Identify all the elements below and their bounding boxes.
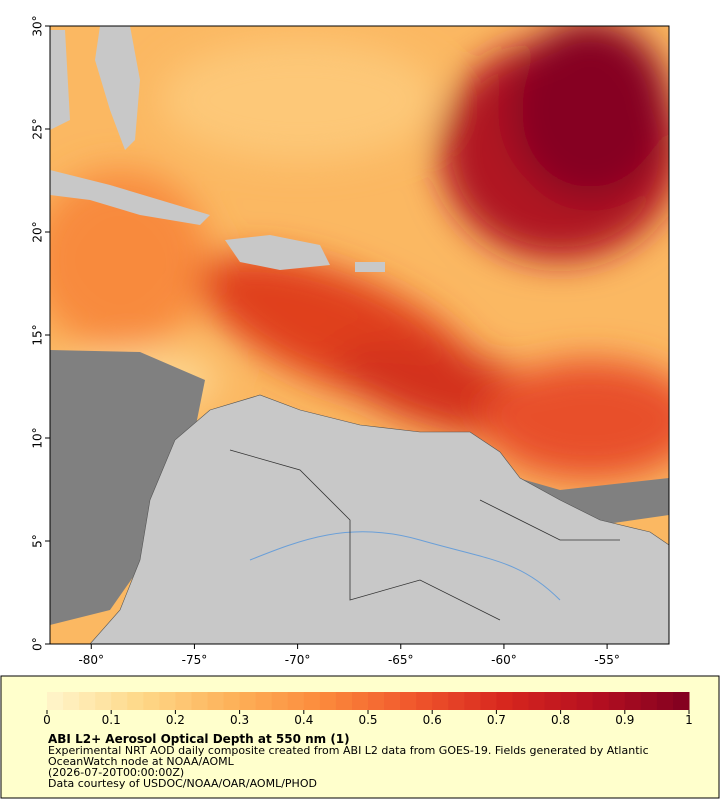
x-tick-label: -75°: [182, 653, 208, 667]
colorbar-cell: [159, 692, 176, 710]
colorbar-tick-label: 1: [685, 713, 693, 727]
y-tick-label: 10°: [31, 427, 45, 448]
y-tick-label: 30°: [31, 15, 45, 36]
land: [95, 26, 140, 150]
colorbar-cell: [63, 692, 80, 710]
map-image: [50, 26, 669, 644]
y-tick-label: 25°: [31, 118, 45, 139]
note: Data courtesy of USDOC/NOAA/OAR/AOML/PHO…: [48, 777, 317, 790]
colorbar-cell: [175, 692, 192, 710]
x-tick-label: -55°: [594, 653, 620, 667]
colorbar-tick-label: 0.2: [166, 713, 185, 727]
land: [89, 394, 669, 644]
colorbar-tick-label: 0: [43, 713, 51, 727]
colorbar-cell: [303, 692, 321, 710]
colorbar-cell: [496, 692, 513, 710]
colorbar-cell: [127, 692, 144, 710]
colorbar-cell: [207, 692, 225, 710]
colorbar-tick-label: 0.6: [423, 713, 442, 727]
river: [249, 531, 561, 601]
x-tick-label: -70°: [285, 653, 311, 667]
colorbar-cell: [576, 692, 594, 710]
colorbar-tick-label: 0.4: [294, 713, 313, 727]
y-tick-label: 5°: [31, 534, 45, 548]
colorbar-cell: [351, 692, 369, 710]
colorbar-tick-label: 0.7: [487, 713, 506, 727]
colorbar-cell: [368, 692, 385, 710]
colorbar-cell: [319, 692, 337, 710]
colorbar-tick-label: 0.9: [615, 713, 634, 727]
land: [355, 262, 385, 272]
colorbar-cell: [592, 692, 610, 710]
x-tick-label: -60°: [491, 653, 517, 667]
note: OceanWatch node at NOAA/AOML: [48, 755, 235, 768]
colorbar-cell: [223, 692, 241, 710]
x-tick-label: -65°: [388, 653, 414, 667]
colorbar-cell: [111, 692, 128, 710]
colorbar-cell: [640, 692, 658, 710]
colorbar-cell: [271, 692, 289, 710]
note: (2026-07-20T00:00:00Z): [48, 766, 184, 779]
axes: -80° -75° -70° -65° -60° -55° 0° 5° 10° 15° 20° 25°…: [31, 15, 620, 667]
colorbar-cell: [191, 692, 208, 710]
y-tick-label: 15°: [31, 324, 45, 345]
colorbar: 0 0.1 0.2 0.3 0.4 0.5 0.6 0.7 0.8 0.9 1: [43, 692, 693, 727]
colorbar-cell: [560, 692, 578, 710]
border: [229, 449, 620, 621]
colorbar-cell: [79, 692, 96, 710]
colorbar-cell: [255, 692, 273, 710]
colorbar-cell: [544, 692, 562, 710]
colorbar-tick-label: 0.3: [230, 713, 249, 727]
colorbar-cell: [335, 692, 353, 710]
x-tick-label: -80°: [78, 653, 104, 667]
colorbar-cell: [512, 692, 529, 710]
colorbar-cell: [400, 692, 417, 710]
colorbar-cell: [480, 692, 497, 710]
land: [225, 235, 330, 270]
colorbar-cell: [624, 692, 642, 710]
colorbar-cell: [239, 692, 257, 710]
colorbar-cell: [143, 692, 160, 710]
colorbar-tick-label: 0.1: [102, 713, 121, 727]
colorbar-tick-label: 0.5: [358, 713, 377, 727]
y-tick-label: 20°: [31, 221, 45, 242]
no-data: [490, 470, 669, 525]
colorbar-cell: [528, 692, 546, 710]
colorbar-cell: [384, 692, 401, 710]
title: ABI L2+ Aerosol Optical Depth at 550 nm …: [48, 732, 350, 746]
colorbar-tick-label: 0.8: [551, 713, 570, 727]
y-tick-label: 0°: [31, 637, 45, 651]
colorbar-cell: [448, 692, 465, 710]
colorbar-cell: [95, 692, 112, 710]
colorbar-cell: [416, 692, 433, 710]
colorbar-cell: [432, 692, 449, 710]
land: [50, 30, 70, 130]
colorbar-cell: [656, 692, 674, 710]
no-data: [50, 350, 205, 625]
colorbar-cell: [47, 692, 64, 710]
colorbar-cell: [608, 692, 626, 710]
colorbar-cell: [672, 692, 690, 710]
note: Experimental NRT AOD daily composite cre…: [48, 744, 649, 757]
land: [50, 170, 210, 225]
colorbar-cell: [287, 692, 305, 710]
colorbar-cell: [464, 692, 481, 710]
